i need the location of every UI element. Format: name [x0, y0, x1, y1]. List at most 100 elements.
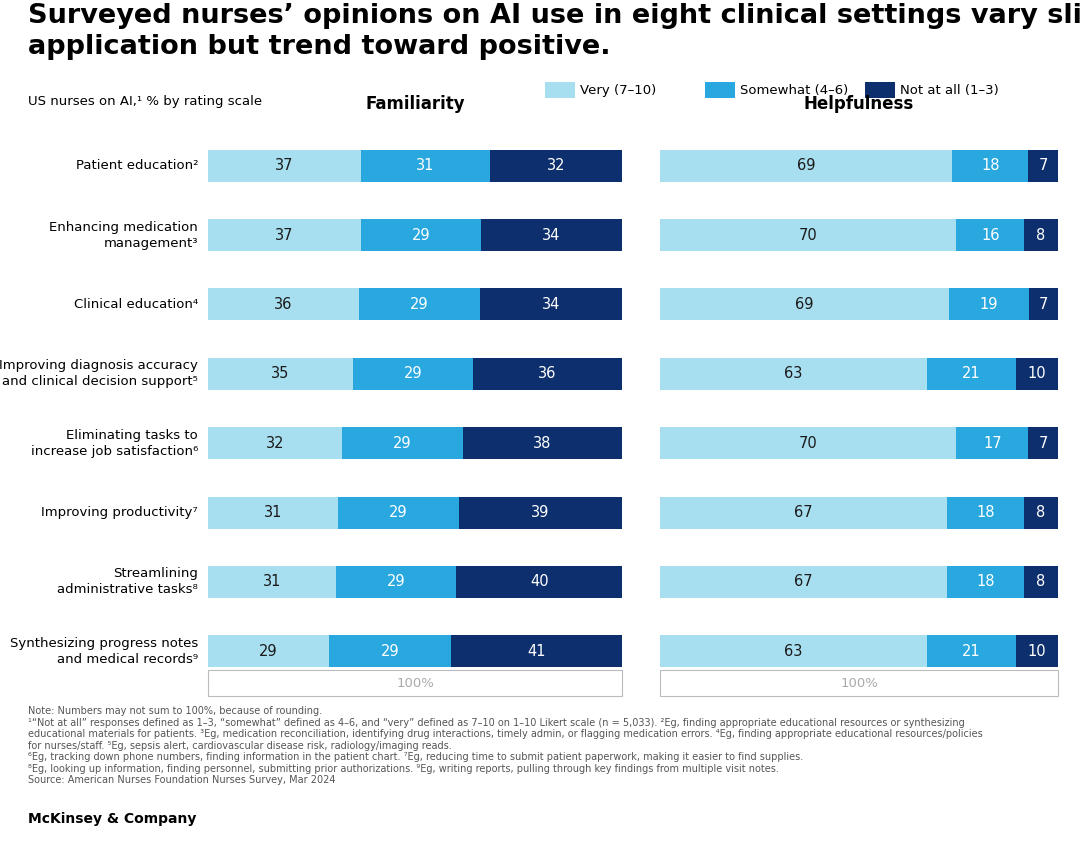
FancyBboxPatch shape [361, 219, 482, 251]
Text: ⁶Eg, tracking down phone numbers, finding information in the patient chart. ⁷Eg,: ⁶Eg, tracking down phone numbers, findin… [28, 753, 804, 763]
Text: 18: 18 [976, 505, 995, 520]
Text: Clinical education⁴: Clinical education⁴ [73, 298, 198, 311]
FancyBboxPatch shape [208, 635, 329, 667]
FancyBboxPatch shape [1015, 635, 1058, 667]
FancyBboxPatch shape [208, 670, 622, 696]
Text: 7: 7 [1039, 436, 1048, 451]
Text: 69: 69 [795, 297, 814, 312]
FancyBboxPatch shape [957, 427, 1028, 459]
FancyBboxPatch shape [482, 219, 622, 251]
FancyBboxPatch shape [660, 150, 953, 182]
Text: 10: 10 [1027, 644, 1047, 659]
Text: 67: 67 [794, 505, 812, 520]
Text: McKinsey & Company: McKinsey & Company [28, 812, 197, 826]
FancyBboxPatch shape [660, 496, 947, 528]
FancyBboxPatch shape [660, 427, 957, 459]
FancyBboxPatch shape [660, 288, 949, 320]
Text: 19: 19 [980, 297, 998, 312]
Text: 37: 37 [275, 158, 294, 173]
Text: Improving diagnosis accuracy
and clinical decision support⁵: Improving diagnosis accuracy and clinica… [0, 359, 198, 389]
FancyBboxPatch shape [208, 496, 338, 528]
Text: 7: 7 [1039, 297, 1048, 312]
FancyBboxPatch shape [208, 150, 361, 182]
Text: ⁸Eg, looking up information, finding personnel, submitting prior authorizations.: ⁸Eg, looking up information, finding per… [28, 764, 779, 774]
Text: for nurses/staff. ⁵Eg, sepsis alert, cardiovascular disease risk, radiology/imag: for nurses/staff. ⁵Eg, sepsis alert, car… [28, 741, 451, 751]
Text: Familiarity: Familiarity [365, 95, 464, 113]
Text: 29: 29 [389, 505, 407, 520]
Text: 8: 8 [1036, 505, 1045, 520]
Text: 29: 29 [259, 644, 278, 659]
Text: 29: 29 [410, 297, 429, 312]
Text: 7: 7 [1039, 158, 1048, 173]
FancyBboxPatch shape [705, 82, 735, 98]
Text: 41: 41 [527, 644, 545, 659]
FancyBboxPatch shape [338, 496, 459, 528]
FancyBboxPatch shape [1024, 219, 1058, 251]
Text: Improving productivity⁷: Improving productivity⁷ [41, 506, 198, 519]
Text: 8: 8 [1036, 574, 1045, 590]
FancyBboxPatch shape [660, 219, 957, 251]
Text: 35: 35 [271, 367, 289, 381]
Text: Source: American Nurses Foundation Nurses Survey, Mar 2024: Source: American Nurses Foundation Nurse… [28, 775, 336, 785]
FancyBboxPatch shape [1028, 427, 1058, 459]
FancyBboxPatch shape [947, 496, 1024, 528]
Text: Somewhat (4–6): Somewhat (4–6) [740, 83, 848, 97]
Text: 100%: 100% [396, 677, 434, 690]
Text: Very (7–10): Very (7–10) [580, 83, 657, 97]
FancyBboxPatch shape [660, 566, 947, 598]
FancyBboxPatch shape [459, 496, 622, 528]
FancyBboxPatch shape [359, 288, 480, 320]
FancyBboxPatch shape [208, 288, 359, 320]
Text: 21: 21 [962, 644, 981, 659]
FancyBboxPatch shape [545, 82, 575, 98]
FancyBboxPatch shape [208, 219, 361, 251]
Text: Patient education²: Patient education² [76, 159, 198, 172]
FancyBboxPatch shape [660, 635, 927, 667]
FancyBboxPatch shape [660, 357, 927, 390]
Text: 17: 17 [983, 436, 1001, 451]
FancyBboxPatch shape [865, 82, 895, 98]
FancyBboxPatch shape [473, 357, 622, 390]
FancyBboxPatch shape [341, 427, 463, 459]
FancyBboxPatch shape [450, 635, 622, 667]
FancyBboxPatch shape [463, 427, 622, 459]
Text: 31: 31 [416, 158, 434, 173]
Text: 18: 18 [981, 158, 999, 173]
Text: 39: 39 [531, 505, 550, 520]
FancyBboxPatch shape [660, 670, 1058, 696]
Text: 70: 70 [799, 228, 818, 242]
Text: Not at all (1–3): Not at all (1–3) [900, 83, 999, 97]
Text: 67: 67 [794, 574, 812, 590]
FancyBboxPatch shape [957, 219, 1024, 251]
Text: 38: 38 [534, 436, 552, 451]
Text: 70: 70 [799, 436, 818, 451]
FancyBboxPatch shape [457, 566, 622, 598]
Text: 37: 37 [275, 228, 294, 242]
FancyBboxPatch shape [336, 566, 457, 598]
FancyBboxPatch shape [1024, 566, 1058, 598]
FancyBboxPatch shape [1028, 288, 1058, 320]
Text: 16: 16 [981, 228, 999, 242]
Text: 100%: 100% [840, 677, 878, 690]
FancyBboxPatch shape [947, 566, 1024, 598]
Text: 31: 31 [264, 574, 282, 590]
Text: ¹“Not at all” responses defined as 1–3, “somewhat” defined as 4–6, and “very” de: ¹“Not at all” responses defined as 1–3, … [28, 718, 964, 728]
Text: 29: 29 [411, 228, 431, 242]
Text: 29: 29 [393, 436, 411, 451]
Text: 63: 63 [784, 644, 802, 659]
Text: 63: 63 [784, 367, 802, 381]
Text: Synthesizing progress notes
and medical records⁹: Synthesizing progress notes and medical … [10, 637, 198, 666]
FancyBboxPatch shape [208, 566, 336, 598]
FancyBboxPatch shape [208, 357, 353, 390]
Text: educational materials for patients. ³Eg, medication reconciliation, identifying : educational materials for patients. ³Eg,… [28, 729, 983, 739]
Text: 29: 29 [387, 574, 406, 590]
FancyBboxPatch shape [1015, 357, 1058, 390]
FancyBboxPatch shape [353, 357, 473, 390]
FancyBboxPatch shape [949, 288, 1028, 320]
FancyBboxPatch shape [329, 635, 450, 667]
FancyBboxPatch shape [480, 288, 622, 320]
Text: 40: 40 [530, 574, 549, 590]
Text: 69: 69 [797, 158, 815, 173]
Text: Eliminating tasks to
increase job satisfaction⁶: Eliminating tasks to increase job satisf… [30, 429, 198, 458]
FancyBboxPatch shape [927, 635, 1015, 667]
